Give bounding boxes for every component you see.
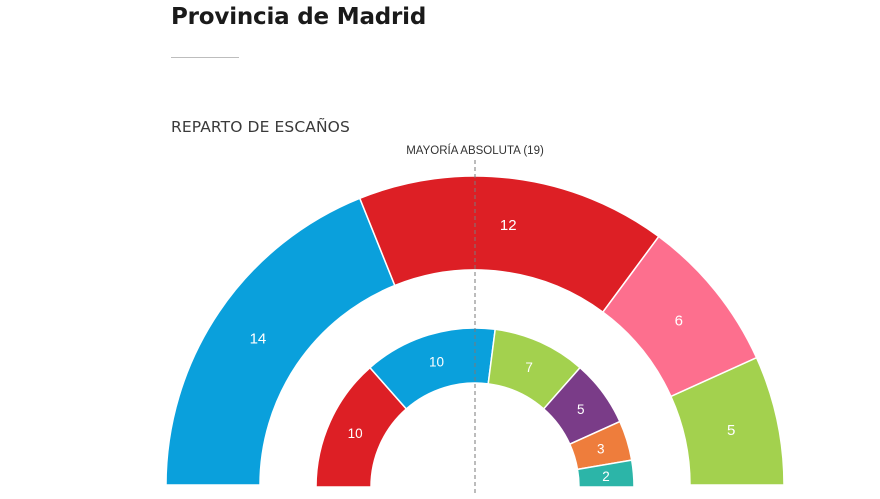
title-divider <box>171 57 239 58</box>
inner-ring-segment-6 <box>576 459 635 488</box>
inner-ring-label-1: 10 <box>348 426 363 441</box>
majority-label: MAYORÍA ABSOLUTA (19) <box>406 144 544 157</box>
outer-ring-label-1: 14 <box>250 330 267 347</box>
outer-ring-segment-1 <box>165 197 396 486</box>
page-title: Provincia de Madrid <box>171 4 427 30</box>
section-title: REPARTO DE ESCAÑOS <box>171 118 350 136</box>
outer-ring-label-4: 5 <box>727 422 735 439</box>
inner-ring-label-6: 2 <box>602 469 610 484</box>
inner-ring-label-3: 7 <box>525 360 533 375</box>
inner-ring-label-4: 5 <box>577 402 585 417</box>
inner-ring-label-2: 10 <box>429 354 444 369</box>
inner-ring-label-5: 3 <box>597 441 605 456</box>
outer-ring-segment-2 <box>358 175 660 314</box>
outer-ring-label-3: 6 <box>675 312 683 329</box>
outer-ring-segment-4 <box>669 356 785 486</box>
outer-ring-label-2: 12 <box>500 217 517 234</box>
